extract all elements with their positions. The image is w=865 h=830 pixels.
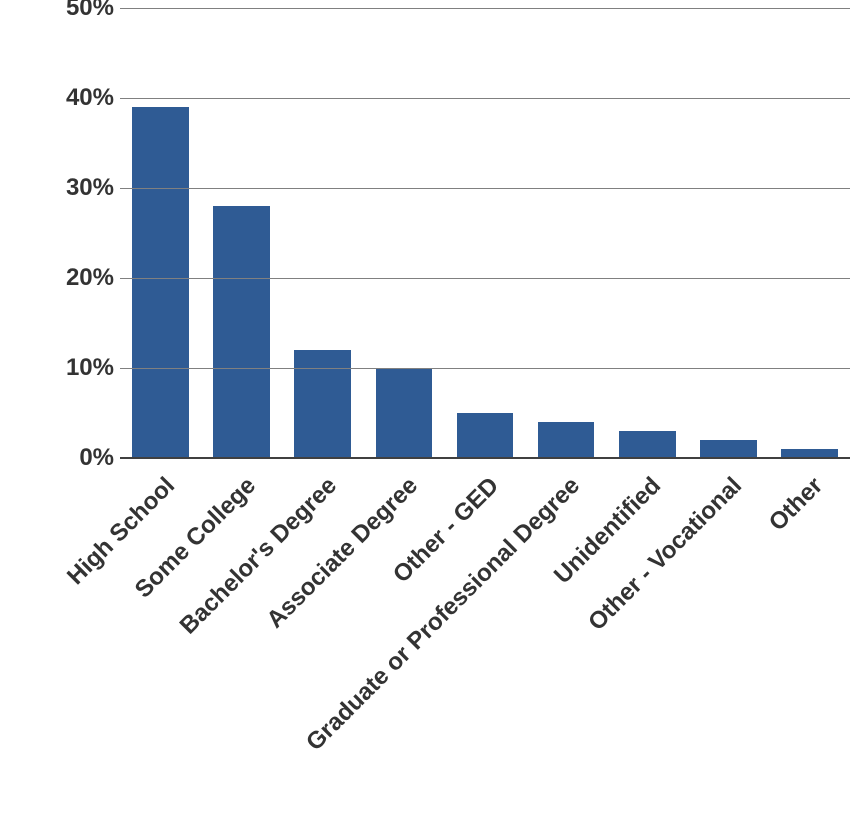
bar [213, 206, 270, 458]
bar [457, 413, 514, 458]
bar-slot [607, 8, 688, 458]
bar-slot [769, 8, 850, 458]
x-tick-label: Associate Degree [261, 472, 423, 634]
y-tick-label: 10% [66, 354, 120, 382]
plot-area: High SchoolSome CollegeBachelor's Degree… [120, 8, 850, 458]
bar-slot [688, 8, 769, 458]
bar-slot [363, 8, 444, 458]
gridline [120, 278, 850, 279]
bar-slot [201, 8, 282, 458]
y-tick-label: 50% [66, 0, 120, 22]
education-bar-chart: High SchoolSome CollegeBachelor's Degree… [0, 0, 865, 830]
bar [538, 422, 595, 458]
bar [700, 440, 757, 458]
y-tick-label: 30% [66, 174, 120, 202]
bar [376, 368, 433, 458]
gridline [120, 188, 850, 189]
y-tick-label: 40% [66, 84, 120, 112]
x-axis-line [120, 457, 850, 459]
bars-container [120, 8, 850, 458]
x-tick-label: Other [764, 472, 829, 537]
x-tick-label: Bachelor's Degree [174, 472, 342, 640]
bar-slot [120, 8, 201, 458]
bar-slot [444, 8, 525, 458]
y-tick-label: 0% [79, 444, 120, 472]
bar-slot [526, 8, 607, 458]
y-tick-label: 20% [66, 264, 120, 292]
x-tick-label: Other - Vocational [583, 472, 748, 637]
bar [619, 431, 676, 458]
gridline [120, 98, 850, 99]
gridline [120, 368, 850, 369]
bar [132, 107, 189, 458]
bar [294, 350, 351, 458]
gridline [120, 8, 850, 9]
bar-slot [282, 8, 363, 458]
